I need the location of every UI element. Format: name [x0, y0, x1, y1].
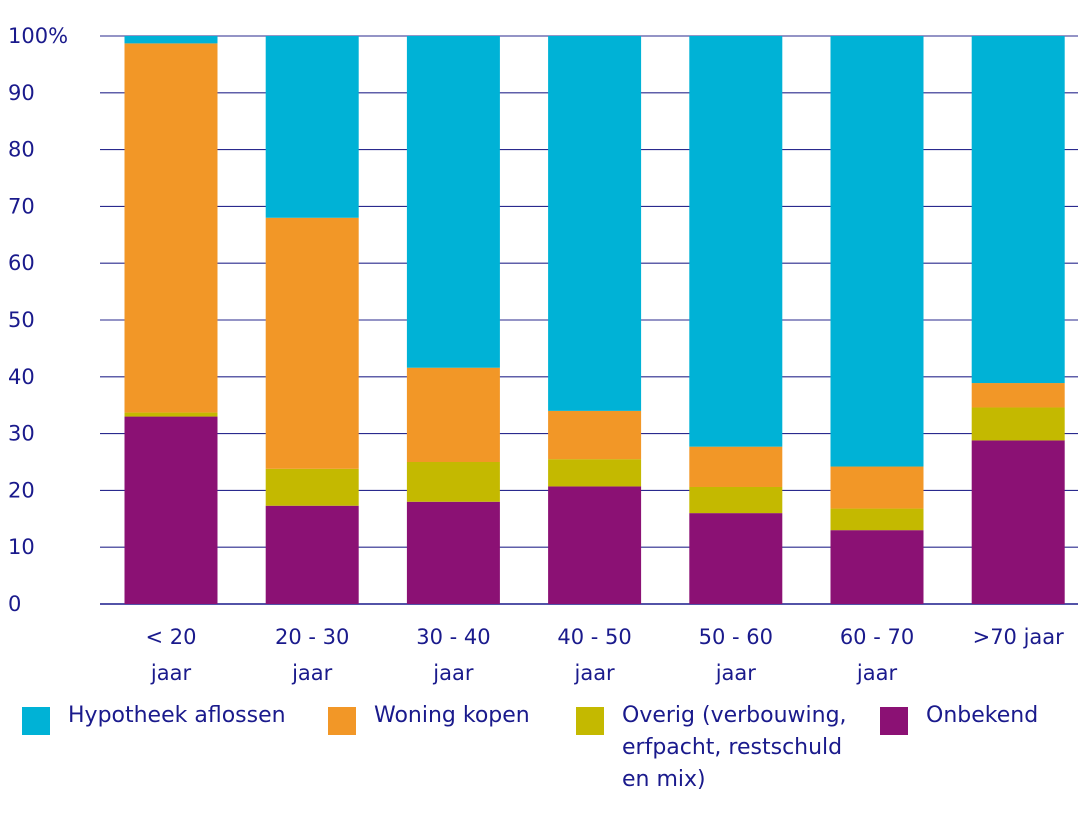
x-category-label: < 20: [146, 625, 197, 649]
bar-segment: [830, 466, 924, 509]
bar-segment: [830, 508, 924, 531]
bar-segment: [689, 36, 783, 447]
x-category-label: 40 - 50: [557, 625, 631, 649]
legend-swatch-hypotheek-aflossen: [22, 707, 50, 735]
legend-swatch-overig: [576, 707, 604, 735]
bar-segment: [830, 36, 924, 467]
legend-swatch-onbekend: [880, 707, 908, 735]
y-tick-label: 100%: [8, 24, 68, 48]
legend: Hypotheek aflossen Woning kopen Overig (…: [0, 700, 1078, 834]
bar-segment: [124, 416, 218, 604]
x-category-label: jaar: [150, 661, 192, 685]
bar-segment: [689, 486, 783, 514]
x-category-label: 60 - 70: [840, 625, 914, 649]
y-tick-label: 90: [8, 81, 35, 105]
x-category-label: 50 - 60: [699, 625, 773, 649]
legend-label: Onbekend: [926, 703, 1039, 728]
legend-item-woning-kopen: Woning kopen: [328, 700, 530, 735]
stacked-bar-chart: 0 10 20 30 40 50 60 70 80 90 100% < 20 jaar 20 - 30 j…: [8, 24, 1078, 685]
bar-segment: [689, 513, 783, 604]
legend-label: Overig (verbouwing, erfpacht, restschuld…: [622, 703, 847, 792]
y-tick-label: 20: [8, 478, 35, 502]
bar-segment: [548, 486, 642, 604]
legend-swatch-woning-kopen: [328, 707, 356, 735]
legend-label: Woning kopen: [374, 703, 530, 728]
bar-segment: [406, 36, 500, 368]
x-category-label: >70 jaar: [973, 625, 1065, 649]
bar-segment: [971, 36, 1065, 384]
bar-segment: [265, 217, 359, 469]
bar-segment: [124, 36, 218, 44]
bar-segment: [406, 501, 500, 604]
bar-segment: [124, 43, 218, 413]
y-tick-label: 30: [8, 422, 35, 446]
legend-label: Hypotheek aflossen: [68, 703, 286, 728]
y-tick-label: 40: [8, 365, 35, 389]
legend-item-onbekend: Onbekend: [880, 700, 1038, 735]
bar-segment: [406, 462, 500, 502]
x-category-label: 20 - 30: [275, 625, 349, 649]
bar-segment: [124, 412, 218, 417]
x-category-label: 30 - 40: [416, 625, 490, 649]
bar-segment: [689, 446, 783, 487]
x-category-label: jaar: [573, 661, 615, 685]
x-axis-category-labels: < 20 jaar 20 - 30 jaar 30 - 40 jaar 40 - 50 jaa…: [146, 625, 1065, 685]
y-tick-label: 70: [8, 194, 35, 218]
bar-segment: [548, 36, 642, 411]
bar-segment: [548, 410, 642, 460]
y-tick-label: 10: [8, 535, 35, 559]
legend-item-hypotheek-aflossen: Hypotheek aflossen: [22, 700, 286, 735]
x-category-label: jaar: [432, 661, 474, 685]
bar-segment: [265, 36, 359, 218]
bar-segment: [971, 407, 1065, 441]
bar-segment: [265, 505, 359, 604]
bar-segment: [265, 468, 359, 506]
y-axis-tick-labels: 0 10 20 30 40 50 60 70 80 90 100%: [8, 24, 68, 616]
x-category-label: jaar: [291, 661, 333, 685]
bar-segment: [971, 383, 1065, 408]
y-tick-label: 60: [8, 251, 35, 275]
bar-segment: [406, 367, 500, 462]
y-tick-label: 50: [8, 308, 35, 332]
legend-item-overig: Overig (verbouwing, erfpacht, restschuld…: [576, 700, 886, 796]
x-category-label: jaar: [856, 661, 898, 685]
bar-segment: [830, 530, 924, 604]
x-category-label: jaar: [715, 661, 757, 685]
bar-segment: [548, 459, 642, 487]
y-tick-label: 80: [8, 138, 35, 162]
bar-segment: [971, 440, 1065, 604]
bar-stacks: [124, 36, 1065, 604]
y-tick-label: 0: [8, 592, 21, 616]
